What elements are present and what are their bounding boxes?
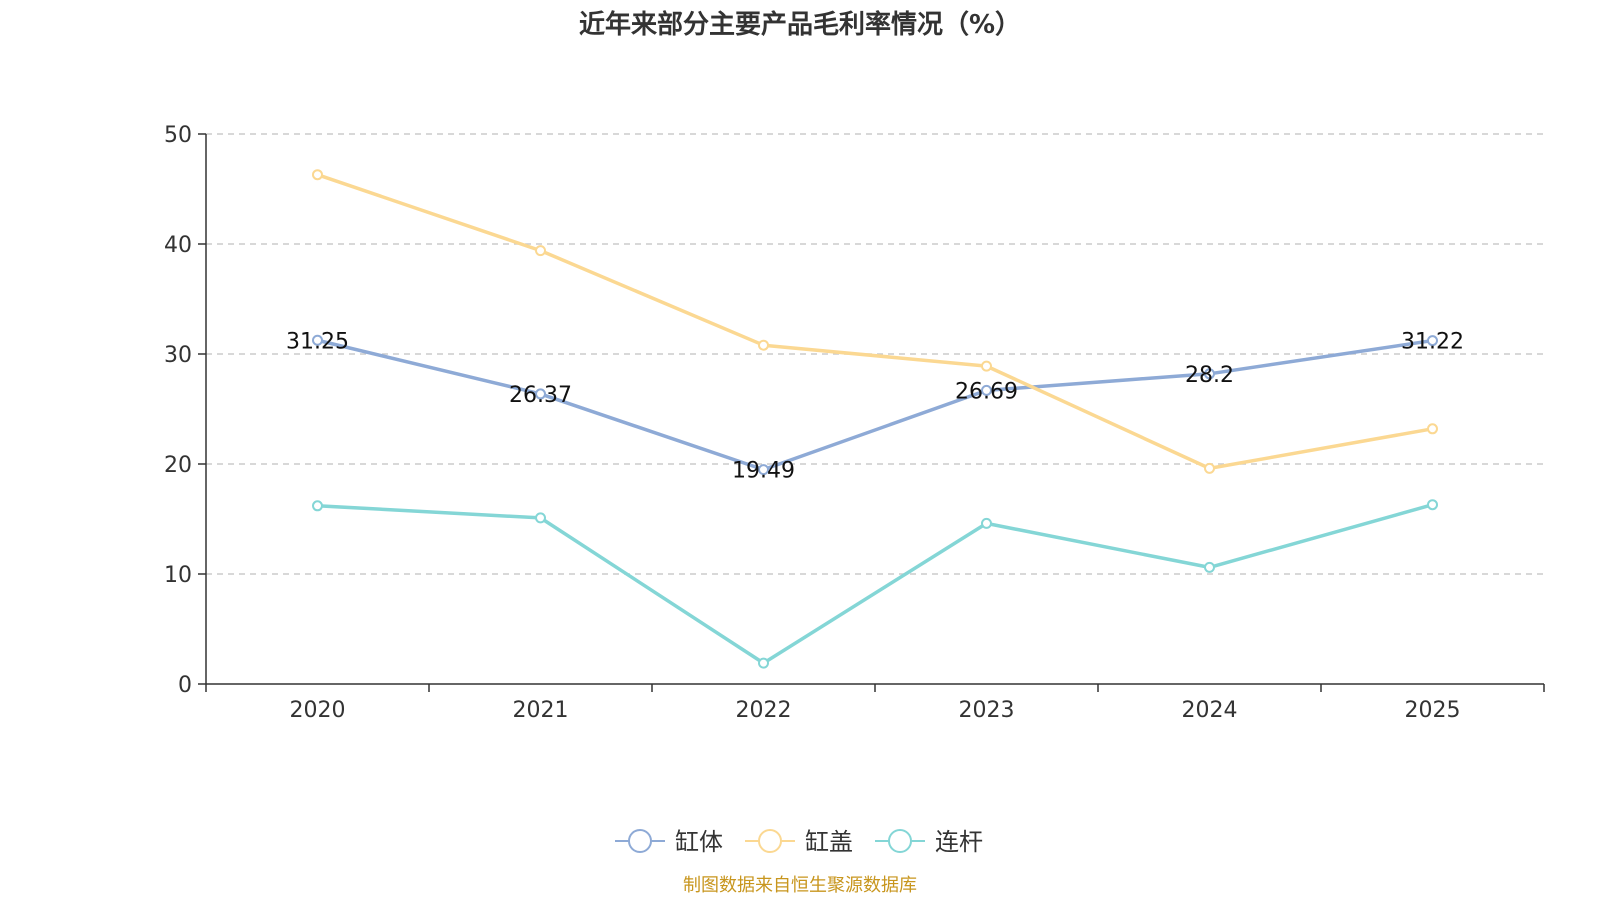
legend-label: 连杆 [935,828,983,856]
data-point [535,512,546,524]
data-label: 26.37 [509,383,572,408]
data-point [758,464,769,476]
data-point [1427,423,1438,435]
legend-label: 缸盖 [805,828,853,856]
data-point [1204,368,1215,380]
data-label: 28.2 [1185,363,1234,388]
data-point [535,388,546,400]
data-point [312,334,323,346]
data-label: 31.22 [1401,330,1464,355]
chart-title: 近年来部分主要产品毛利率情况（%） [579,9,1021,40]
x-tick-label: 2024 [1182,698,1238,723]
y-tick-label: 0 [178,673,192,698]
x-tick-label: 2021 [513,698,569,723]
x-tick-label: 2020 [290,698,346,723]
legend: 缸体 缸盖 连杆 [615,828,983,856]
series-line-3 [317,503,1433,665]
y-tick-label: 10 [164,563,192,588]
data-point [535,245,546,257]
data-label: 31.25 [286,329,349,354]
data-point [758,339,769,351]
data-point [312,169,323,181]
data-point [1427,499,1438,511]
legend-swatch-marker [888,829,912,853]
data-point [758,657,769,669]
data-point [981,384,992,396]
data-label: 19.49 [732,459,795,484]
series-line-1 [317,338,1433,472]
series-line-2 [316,173,1433,471]
grid-lines [206,133,1544,575]
data-point [1427,335,1438,347]
legend-item: 缸体 [615,828,723,856]
legend-item: 缸盖 [745,828,853,856]
source-note: 制图数据来自恒生聚源数据库 [683,875,917,896]
data-point [312,500,323,512]
x-tick-label: 2023 [959,698,1015,723]
data-point [981,360,992,372]
x-tick-label: 2022 [736,698,792,723]
legend-item: 连杆 [875,828,983,856]
y-tick-label: 50 [164,123,192,148]
legend-label: 缸体 [675,828,723,856]
x-tick-label: 2025 [1405,698,1461,723]
axes: 0 10 20 30 40 50 2020 2021 2022 2023 2024 2025 [164,123,1545,723]
y-tick-label: 30 [164,343,192,368]
series-layer [312,169,1438,669]
data-point [1204,561,1215,573]
legend-swatch-marker [758,829,782,853]
data-labels: 31.25 26.37 19.49 26.69 28.2 31.22 [286,329,1464,483]
y-tick-label: 20 [164,453,192,478]
data-point [981,517,992,529]
y-tick-label: 40 [164,233,192,258]
legend-swatch-marker [628,829,652,853]
data-point [1204,462,1215,474]
data-label: 26.69 [955,379,1018,404]
